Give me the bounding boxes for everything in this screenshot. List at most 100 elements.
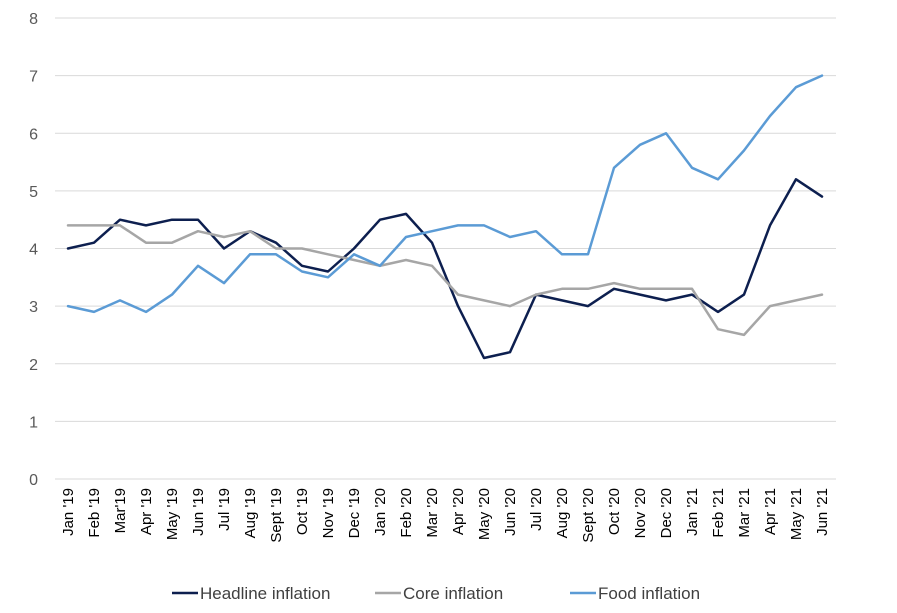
x-tick-label: May '21 (788, 488, 805, 540)
x-tick-label: May '19 (164, 488, 181, 540)
x-tick-label: Dec '20 (658, 488, 675, 538)
data-point (794, 298, 798, 302)
y-tick-label: 1 (29, 414, 38, 431)
series-points-2 (66, 74, 824, 314)
data-point (326, 252, 330, 256)
data-point (794, 85, 798, 89)
data-point (612, 281, 616, 285)
data-point (92, 223, 96, 227)
data-point (586, 304, 590, 308)
data-point (274, 241, 278, 245)
y-tick-label: 5 (29, 184, 38, 201)
data-point (560, 252, 564, 256)
data-point (820, 74, 824, 78)
series-line-food-inflation (66, 74, 824, 314)
x-tick-label: Sept '19 (268, 488, 285, 543)
data-point (456, 293, 460, 297)
data-point (300, 247, 304, 251)
data-point (820, 195, 824, 199)
x-tick-label: Aug '19 (242, 488, 259, 538)
data-point (326, 270, 330, 274)
data-point (66, 304, 70, 308)
x-tick-label: Jul '19 (216, 488, 233, 531)
data-point (742, 149, 746, 153)
data-point (508, 350, 512, 354)
x-tick-label: Feb '21 (710, 488, 727, 538)
data-point (716, 327, 720, 331)
data-point (768, 223, 772, 227)
data-point (404, 212, 408, 216)
data-point (612, 166, 616, 170)
data-point (456, 223, 460, 227)
series-points-0 (66, 177, 824, 360)
data-point (300, 270, 304, 274)
y-tick-label: 8 (29, 11, 38, 28)
y-tick-label: 3 (29, 299, 38, 316)
y-tick-label: 4 (29, 242, 38, 259)
x-tick-label: Jun '20 (502, 488, 519, 536)
data-point (664, 298, 668, 302)
data-point (430, 264, 434, 268)
data-point (196, 229, 200, 233)
series-line-core-inflation (66, 224, 824, 337)
data-point (352, 258, 356, 262)
data-point (534, 293, 538, 297)
data-point (118, 223, 122, 227)
data-point (222, 281, 226, 285)
data-point (560, 287, 564, 291)
data-point (742, 333, 746, 337)
data-point (66, 223, 70, 227)
x-tick-label: Jan '20 (372, 488, 389, 536)
data-point (274, 247, 278, 251)
y-tick-label: 0 (29, 472, 38, 489)
x-tick-label: Apr '19 (138, 488, 155, 535)
data-point (560, 298, 564, 302)
x-tick-label: Jul '20 (528, 488, 545, 531)
x-tick-label: Mar'19 (112, 488, 129, 533)
data-point (222, 247, 226, 251)
data-point (612, 287, 616, 291)
data-point (690, 287, 694, 291)
data-point (92, 310, 96, 314)
data-point (170, 218, 174, 222)
series-lines (66, 74, 824, 360)
x-tick-label: Oct '20 (606, 488, 623, 535)
legend-label: Core inflation (403, 584, 503, 603)
x-tick-label: May '20 (476, 488, 493, 540)
y-axis-ticks: 0 1 2 3 4 5 6 7 8 (29, 11, 38, 489)
data-point (222, 235, 226, 239)
legend-item: Headline inflation (172, 584, 330, 603)
x-tick-label: Sept '20 (580, 488, 597, 543)
legend-label: Headline inflation (200, 584, 330, 603)
data-point (482, 298, 486, 302)
data-point (378, 264, 382, 268)
data-point (638, 287, 642, 291)
data-point (820, 293, 824, 297)
data-point (274, 252, 278, 256)
x-tick-label: Feb '19 (86, 488, 103, 538)
data-point (144, 223, 148, 227)
data-point (404, 235, 408, 239)
x-tick-label: Jan '19 (60, 488, 77, 536)
data-point (196, 218, 200, 222)
x-tick-label: Jan '21 (684, 488, 701, 536)
data-point (482, 223, 486, 227)
data-point (118, 298, 122, 302)
data-point (768, 114, 772, 118)
series-line-headline-inflation (66, 178, 824, 360)
data-point (352, 252, 356, 256)
gridlines (55, 17, 836, 480)
data-point (430, 229, 434, 233)
data-point (144, 310, 148, 314)
data-point (664, 287, 668, 291)
x-axis-ticks: Jan '19 Feb '19 Mar'19 Apr '19 May '19 Jun '1… (60, 488, 831, 543)
data-point (170, 293, 174, 297)
x-tick-label: Aug '20 (554, 488, 571, 538)
data-point (664, 131, 668, 135)
data-point (534, 229, 538, 233)
x-tick-label: Oct '19 (294, 488, 311, 535)
data-point (638, 293, 642, 297)
data-point (794, 177, 798, 181)
data-point (638, 143, 642, 147)
